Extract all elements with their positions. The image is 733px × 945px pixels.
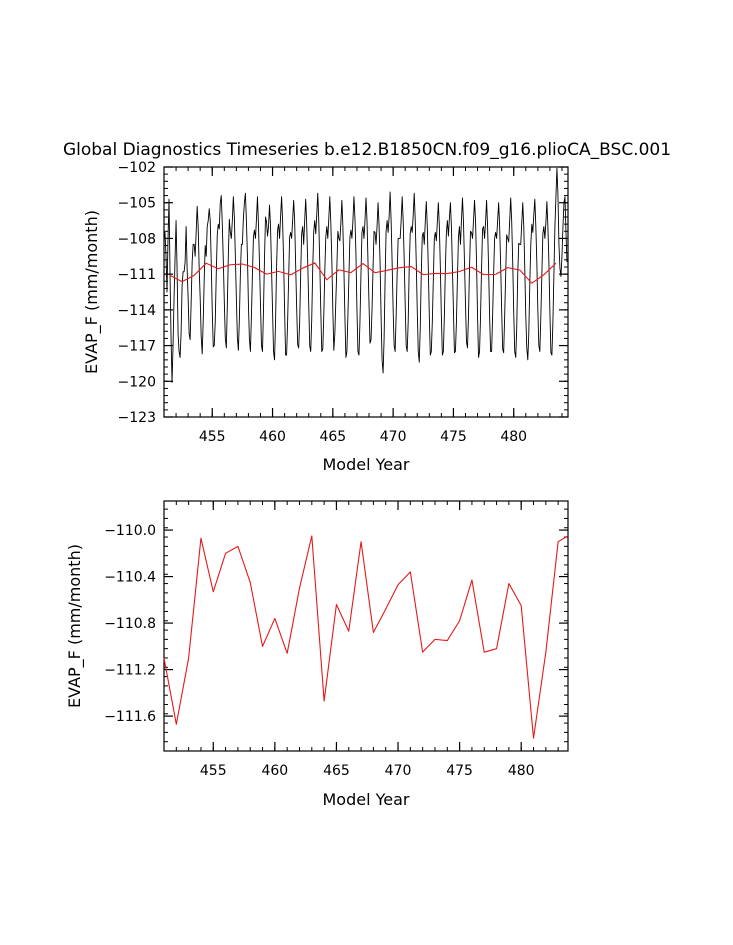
top-x-tick-label: 455 [199, 429, 226, 445]
top-x-tick-label: 480 [500, 429, 527, 445]
top-y-tick-label: −108 [118, 231, 156, 247]
bottom-x-ticks: 455 460 465 470 475 480 [200, 501, 535, 779]
top-x-ticks: 455 460 465 470 475 480 [199, 167, 527, 445]
bottom-x-axis-label: Model Year [323, 790, 410, 809]
top-y-tick-label: −123 [118, 410, 156, 426]
top-series-annual-mean-line [169, 262, 557, 284]
bottom-x-tick-label: 455 [200, 763, 227, 779]
top-plot-frame [163, 166, 569, 418]
bottom-x-tick-label: 475 [446, 763, 473, 779]
bottom-x-tick-label: 470 [385, 763, 412, 779]
bottom-y-tick-label: −110.8 [104, 616, 156, 632]
bottom-plot-frame [163, 500, 569, 752]
bottom-minor-ticks [163, 501, 568, 752]
bottom-series-annual-mean-line [163, 535, 569, 739]
bottom-y-tick-label: −111.6 [104, 709, 156, 725]
top-x-tick-label: 475 [440, 429, 467, 445]
bottom-series-group [163, 535, 569, 739]
top-y-axis-label: EVAP_F (mm/month) [82, 210, 102, 374]
bottom-panel: −111.6 −111.2 −110.8 −110.4 −110.0 455 460 465… [65, 500, 569, 809]
top-x-tick-label: 470 [380, 429, 407, 445]
top-y-tick-label: −105 [118, 196, 156, 212]
bottom-y-ticks: −111.6 −111.2 −110.8 −110.4 −110.0 [104, 523, 568, 725]
bottom-x-tick-label: 460 [261, 763, 288, 779]
top-series-group [163, 167, 568, 383]
top-x-tick-label: 460 [259, 429, 286, 445]
bottom-y-tick-label: −110.0 [104, 523, 156, 539]
bottom-x-tick-label: 465 [323, 763, 350, 779]
top-y-tick-label: −120 [118, 374, 156, 390]
top-y-tick-label: −114 [118, 303, 157, 319]
bottom-x-tick-label: 480 [508, 763, 535, 779]
top-y-tick-label: −102 [118, 160, 156, 176]
chart-title: Global Diagnostics Timeseries b.e12.B185… [63, 140, 671, 160]
top-y-ticks: −123 −120 −117 −114 −111 −108 −105 −102 [118, 160, 568, 426]
bottom-y-tick-label: −111.2 [104, 663, 156, 679]
top-x-tick-label: 465 [319, 429, 346, 445]
top-y-tick-label: −117 [118, 339, 156, 355]
top-x-axis-label: Model Year [323, 455, 410, 474]
bottom-y-tick-label: −110.4 [104, 570, 156, 586]
top-series-monthly-line [163, 167, 568, 383]
top-y-tick-label: −111 [118, 267, 156, 283]
bottom-y-axis-label: EVAP_F (mm/month) [65, 544, 85, 708]
top-panel: −123−120−117−114−111−108−105−102 455 460 4… [82, 160, 569, 474]
